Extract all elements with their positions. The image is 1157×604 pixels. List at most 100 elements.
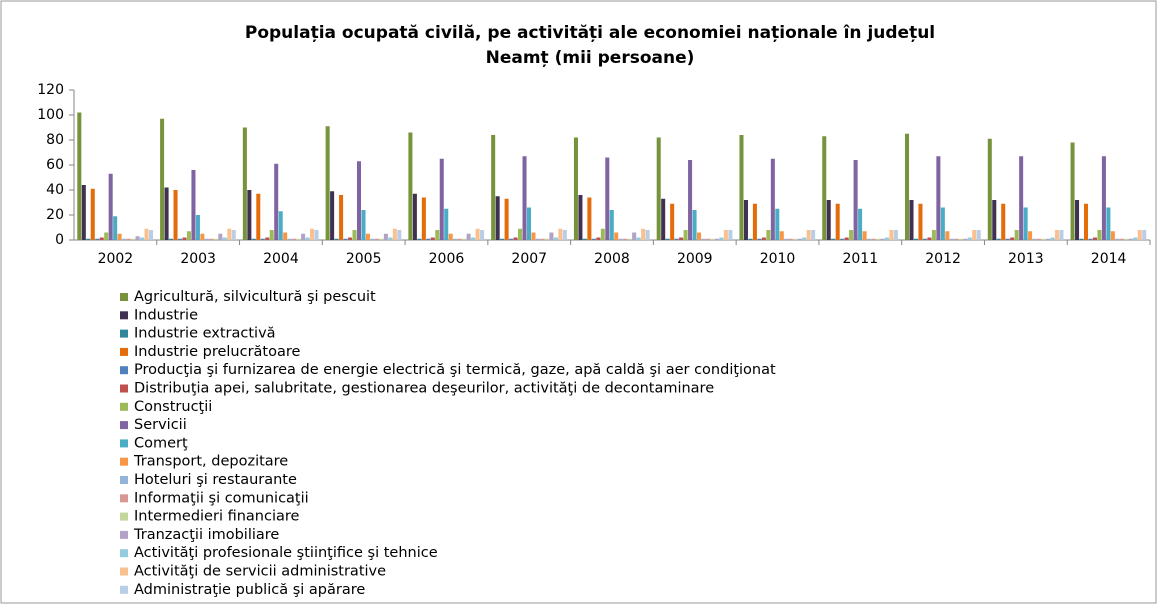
bar (131, 238, 136, 240)
legend-swatch (120, 512, 128, 521)
bar (1101, 156, 1106, 240)
bar (462, 238, 467, 240)
bar (540, 238, 545, 240)
bar (95, 238, 100, 240)
bar (728, 230, 733, 240)
bar (310, 228, 315, 240)
bar (1097, 230, 1102, 240)
bar (922, 238, 927, 240)
x-tick-label: 2008 (594, 251, 630, 267)
bar (522, 156, 527, 240)
bar (609, 210, 614, 240)
bar (1054, 230, 1059, 240)
bar (491, 135, 496, 240)
bar (954, 238, 959, 240)
bar (361, 210, 366, 240)
bar (287, 238, 292, 240)
legend-swatch (120, 384, 128, 393)
bar (641, 228, 646, 240)
bar (1032, 238, 1037, 240)
bar (822, 136, 827, 240)
bar (169, 238, 174, 240)
y-tick-label: 60 (46, 157, 64, 173)
bar (674, 238, 679, 240)
bar (775, 208, 780, 240)
bar (1124, 238, 1129, 240)
bar (421, 197, 426, 240)
bar (182, 237, 187, 240)
bar (518, 228, 523, 240)
legend-label: Administraţie publică şi apărare (134, 582, 365, 598)
bar (352, 230, 357, 240)
bar (858, 208, 863, 240)
bar (86, 238, 91, 240)
bar (636, 237, 641, 240)
bar (940, 207, 945, 240)
bar (126, 238, 131, 240)
bar (1133, 237, 1138, 240)
bar (972, 230, 977, 240)
bar (761, 237, 766, 240)
x-tick-label: 2006 (429, 251, 465, 267)
bar (339, 195, 344, 240)
x-tick-label: 2007 (511, 251, 547, 267)
bar (370, 238, 375, 240)
bar (867, 238, 872, 240)
y-tick-label: 20 (46, 207, 64, 223)
x-tick-label: 2004 (263, 251, 299, 267)
bar (213, 238, 218, 240)
bar (987, 138, 992, 240)
bar (797, 238, 802, 240)
bar (1005, 238, 1010, 240)
bar (826, 200, 831, 240)
x-tick-label: 2002 (98, 251, 134, 267)
bar (1023, 207, 1028, 240)
bar (1079, 238, 1084, 240)
bar (388, 237, 393, 240)
bar (996, 238, 1001, 240)
bar (757, 238, 762, 240)
bar (160, 118, 165, 240)
legend-label: Tranzacţii imobiliare (133, 527, 279, 543)
bar (480, 230, 485, 240)
bar (909, 200, 914, 240)
bar (117, 233, 122, 240)
bar (806, 230, 811, 240)
bar (1083, 203, 1089, 240)
bar (1019, 156, 1024, 240)
bar (435, 230, 440, 240)
x-tick-label: 2003 (180, 251, 216, 267)
legend-swatch (120, 567, 128, 576)
legend-swatch (120, 293, 128, 301)
bar (104, 232, 109, 240)
bar (274, 163, 279, 240)
bar (1037, 238, 1042, 240)
legend-label: Transport, depozitare (133, 454, 288, 470)
x-tick-label: 2011 (842, 251, 878, 267)
bar (305, 237, 310, 240)
bar (374, 238, 379, 240)
bar (99, 237, 104, 240)
bar (618, 238, 623, 240)
bar (692, 210, 697, 240)
bar (466, 233, 471, 240)
bar (1110, 231, 1115, 240)
bar (222, 237, 227, 240)
bar (793, 238, 798, 240)
bar (549, 232, 554, 240)
bar (173, 190, 178, 240)
bar (1115, 238, 1120, 240)
bar (811, 230, 816, 240)
bar (379, 238, 384, 240)
legend-swatch (120, 530, 128, 539)
legend-swatch (120, 329, 128, 338)
bar (356, 161, 362, 240)
bar (408, 132, 413, 240)
legend-swatch (120, 402, 128, 411)
bar (905, 133, 910, 240)
bar (269, 230, 274, 240)
y-tick-label: 100 (37, 107, 64, 123)
bar (1041, 238, 1046, 240)
bar (218, 233, 223, 240)
bar (844, 237, 849, 240)
